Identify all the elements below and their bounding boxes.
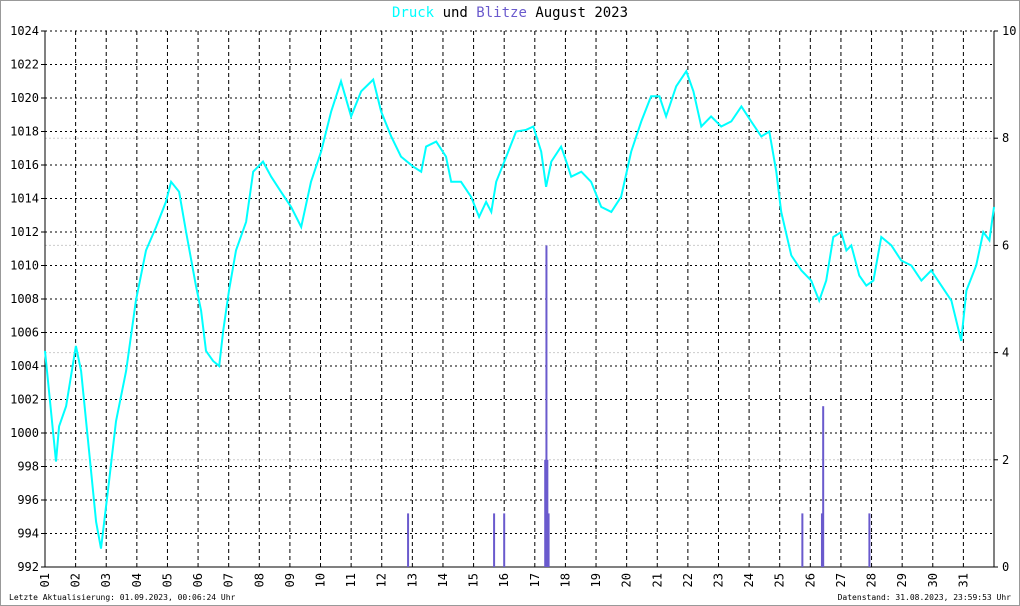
y-right-tick-label: 2 [1002, 453, 1009, 467]
x-tick-label: 25 [773, 573, 787, 587]
x-tick-label: 24 [742, 573, 756, 587]
x-tick-label: 07 [222, 573, 236, 587]
y-tick-label: 1016 [10, 158, 39, 172]
y-tick-label: 1014 [10, 192, 39, 206]
y-tick-label: 1004 [10, 359, 39, 373]
x-tick-label: 18 [558, 573, 572, 587]
x-tick-label: 21 [650, 573, 664, 587]
x-tick-label: 12 [375, 573, 389, 587]
title-month: August 2023 [535, 5, 629, 21]
y-tick-label: 1000 [10, 426, 39, 440]
y-tick-label: 1010 [10, 259, 39, 273]
lightning-bar [545, 245, 548, 567]
lightning-bar [868, 513, 871, 567]
lightning-bar [503, 513, 506, 567]
x-tick-label: 17 [528, 573, 542, 587]
y-tick-label: 1018 [10, 125, 39, 139]
y-tick-label: 1022 [10, 58, 39, 72]
lightning-bar [822, 406, 825, 567]
y-tick-label: 992 [17, 560, 39, 574]
last-update-text: Letzte Aktualisierung: 01.09.2023, 00:06… [9, 593, 236, 602]
x-tick-label: 26 [803, 573, 817, 587]
x-tick-label: 15 [467, 573, 481, 587]
x-tick-label: 20 [620, 573, 634, 587]
x-tick-label: 23 [711, 573, 725, 587]
y-tick-label: 1006 [10, 326, 39, 340]
y-tick-label: 1024 [10, 24, 39, 38]
y-tick-label: 1002 [10, 393, 39, 407]
y-tick-label: 1008 [10, 292, 39, 306]
x-tick-label: 11 [344, 573, 358, 587]
y-right-tick-label: 6 [1002, 238, 1009, 252]
lightning-bar [546, 459, 549, 567]
lightning-bar [801, 513, 804, 567]
lightning-bar [820, 513, 823, 567]
x-tick-label: 28 [865, 573, 879, 587]
x-tick-label: 19 [589, 573, 603, 587]
x-tick-label: 04 [130, 573, 144, 587]
pressure-line [44, 68, 995, 549]
lightning-bar [547, 513, 550, 567]
title-druck: Druck [391, 5, 435, 21]
x-tick-label: 31 [956, 573, 970, 587]
x-tick-label: 02 [69, 573, 83, 587]
y-tick-label: 994 [17, 527, 39, 541]
x-tick-label: 30 [926, 573, 940, 587]
y-right-tick-label: 10 [1002, 24, 1016, 38]
x-tick-label: 14 [436, 573, 450, 587]
chart-title: Druck und Blitze August 2023 [1, 5, 1019, 21]
x-tick-label: 29 [895, 573, 909, 587]
x-tick-label: 08 [252, 573, 266, 587]
x-tick-label: 06 [191, 573, 205, 587]
y-tick-label: 1020 [10, 91, 39, 105]
y-right-tick-label: 4 [1002, 346, 1009, 360]
x-tick-label: 09 [283, 573, 297, 587]
lightning-bar [407, 513, 410, 567]
title-und: und [442, 5, 468, 21]
x-tick-label: 05 [160, 573, 174, 587]
x-tick-label: 22 [681, 573, 695, 587]
y-tick-label: 1012 [10, 225, 39, 239]
lightning-bar [493, 513, 496, 567]
lightning-bar [544, 459, 547, 567]
data-status-text: Datenstand: 31.08.2023, 23:59:53 Uhr [837, 593, 1011, 602]
x-tick-label: 27 [834, 573, 848, 587]
x-tick-label: 16 [497, 573, 511, 587]
x-tick-label: 03 [99, 573, 113, 587]
y-right-tick-label: 0 [1002, 560, 1009, 574]
x-tick-label: 13 [405, 573, 419, 587]
title-blitze: Blitze [476, 5, 527, 21]
y-tick-label: 998 [17, 460, 39, 474]
y-tick-label: 996 [17, 493, 39, 507]
y-right-tick-label: 8 [1002, 131, 1009, 145]
x-tick-label: 10 [314, 573, 328, 587]
x-tick-label: 01 [38, 573, 52, 587]
